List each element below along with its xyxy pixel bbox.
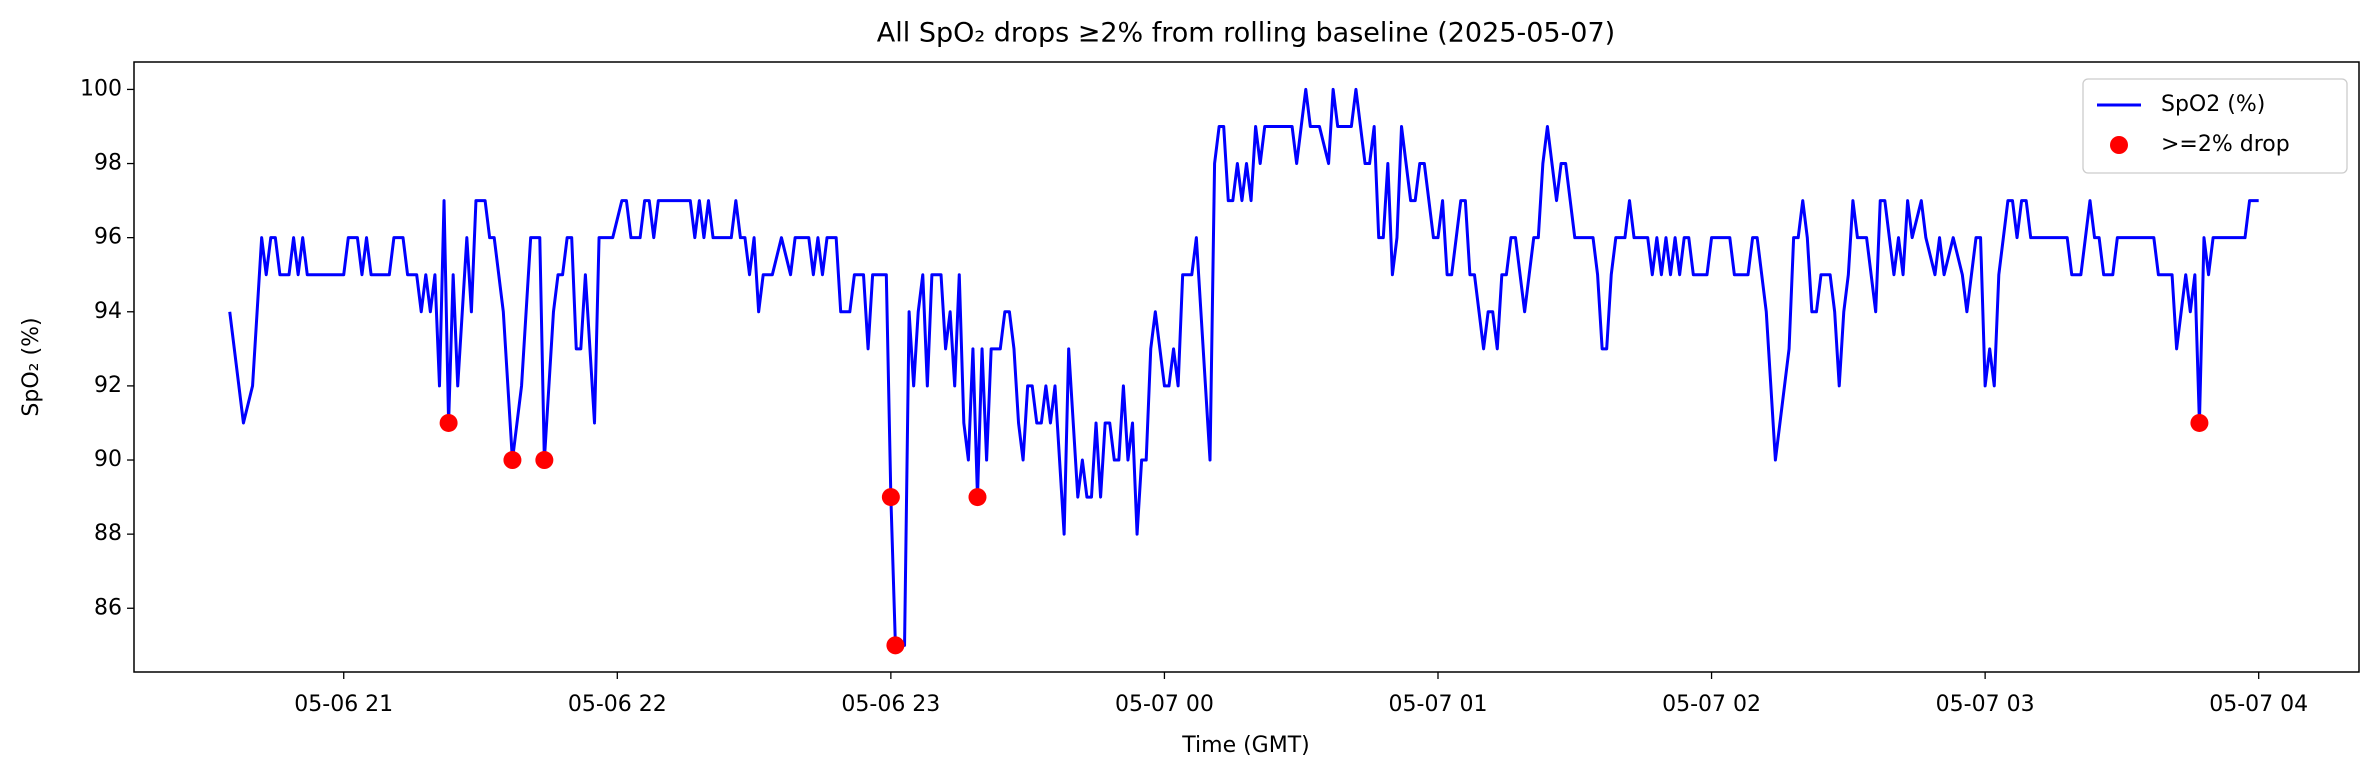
legend-label: >=2% drop bbox=[2161, 132, 2290, 157]
y-tick-label: 94 bbox=[94, 299, 122, 324]
y-tick-label: 98 bbox=[94, 151, 122, 176]
drop-point bbox=[881, 488, 900, 507]
drop-point bbox=[886, 636, 905, 655]
x-tick-label: 05-07 03 bbox=[1936, 692, 2035, 717]
y-tick-label: 92 bbox=[94, 373, 122, 398]
chart-title: All SpO₂ drops ≥2% from rolling baseline… bbox=[877, 18, 1615, 49]
y-tick-label: 88 bbox=[94, 521, 122, 546]
plot-frame bbox=[133, 61, 2360, 673]
legend-swatch bbox=[2110, 136, 2128, 154]
legend-box bbox=[2082, 78, 2348, 174]
y-tick-label: 100 bbox=[80, 76, 122, 101]
legend-label: SpO2 (%) bbox=[2161, 92, 2265, 117]
drop-point bbox=[439, 413, 458, 432]
drop-point bbox=[2190, 413, 2209, 432]
line-series bbox=[228, 87, 2259, 647]
y-tick-label: 86 bbox=[94, 595, 122, 620]
y-tick-label: 90 bbox=[94, 447, 122, 472]
drop-point bbox=[968, 488, 987, 507]
x-tick-label: 05-07 02 bbox=[1662, 692, 1761, 717]
x-tick-label: 05-07 04 bbox=[2209, 692, 2308, 717]
x-tick-label: 05-06 21 bbox=[294, 692, 393, 717]
drop-point bbox=[503, 451, 522, 470]
x-tick-label: 05-07 01 bbox=[1389, 692, 1488, 717]
y-axis-label: SpO₂ (%) bbox=[19, 317, 44, 416]
drop-point bbox=[535, 451, 554, 470]
x-tick-label: 05-07 00 bbox=[1115, 692, 1214, 717]
x-axis-label: Time (GMT) bbox=[1181, 733, 1309, 758]
y-tick-label: 96 bbox=[94, 225, 122, 250]
x-tick-label: 05-06 22 bbox=[568, 692, 667, 717]
x-tick-label: 05-06 23 bbox=[841, 692, 940, 717]
